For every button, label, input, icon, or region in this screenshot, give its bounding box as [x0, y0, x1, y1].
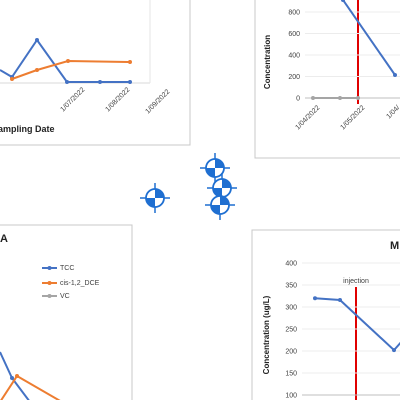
- y-tick-label: 400: [288, 53, 300, 60]
- target-icon: [139, 182, 171, 214]
- marker: [15, 374, 19, 378]
- legend-swatch: [47, 294, 52, 298]
- chart-title: M: [390, 240, 399, 252]
- y-tick-label: 800: [288, 10, 300, 17]
- marker: [313, 296, 317, 301]
- y-tick-label: 200: [288, 74, 300, 81]
- target-icon: [199, 152, 231, 184]
- panel: [254, 0, 400, 159]
- x-axis-title: ampling Date: [0, 124, 55, 134]
- chart-title: A: [0, 233, 8, 245]
- marker: [392, 348, 396, 353]
- marker: [341, 0, 345, 2]
- series-line: [314, 297, 400, 352]
- y-tick-label: 300: [285, 305, 297, 312]
- y-tick-label: 200: [285, 349, 297, 356]
- markers: [10, 59, 132, 81]
- series-line: [11, 59, 131, 80]
- y-tick-label: 400: [285, 261, 297, 268]
- y-tick-label: 350: [285, 283, 297, 290]
- y-tick-label: 100: [285, 393, 297, 400]
- legend-label: VC: [60, 293, 70, 300]
- legend-swatch: [47, 281, 52, 285]
- marker: [311, 96, 315, 100]
- series-line: [0, 38, 130, 83]
- legend-label: TCC: [60, 265, 74, 272]
- y-axis-title: Concentration: [263, 35, 272, 89]
- y-tick-label: 600: [288, 31, 300, 38]
- marker: [338, 297, 342, 302]
- legend-label: cis-1,2_DCE: [60, 280, 100, 287]
- marker: [338, 96, 342, 100]
- marker: [10, 376, 14, 380]
- y-tick-label: 250: [285, 327, 297, 334]
- series-line: [342, 0, 396, 76]
- y-tick-label: 150: [285, 371, 297, 378]
- annotation: injection: [343, 278, 369, 285]
- target-icon: [204, 189, 236, 221]
- panel: [0, 224, 133, 400]
- legend-swatch: [47, 266, 52, 270]
- y-tick-label: 0: [296, 96, 300, 103]
- y-axis-title: Concentration (ug/L): [262, 295, 271, 374]
- marker: [393, 72, 397, 77]
- markers: [10, 38, 132, 84]
- marker: [356, 96, 360, 100]
- panel: [251, 229, 400, 400]
